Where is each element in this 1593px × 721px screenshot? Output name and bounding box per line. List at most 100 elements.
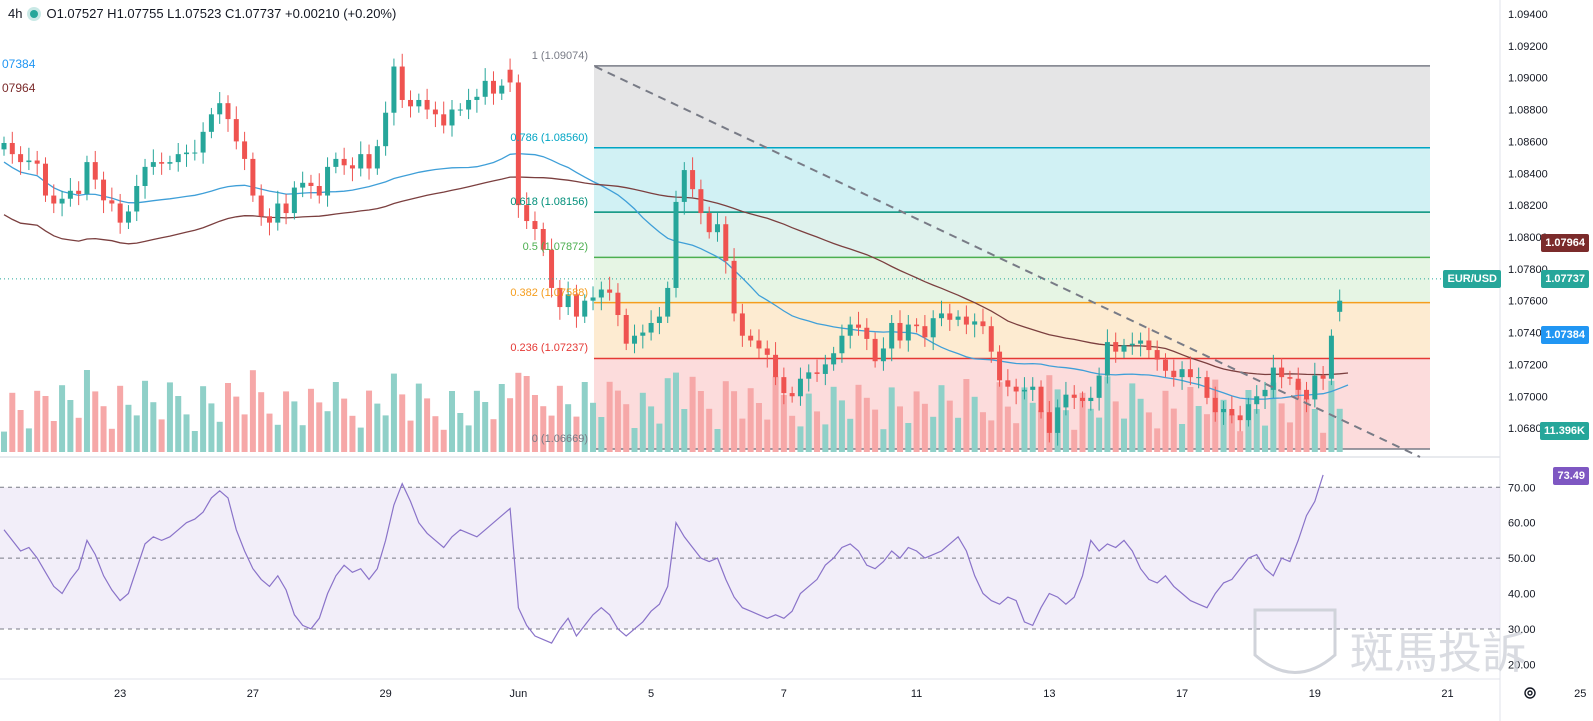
volume-bar (548, 415, 555, 452)
timeframe-label[interactable]: 4h (8, 6, 23, 21)
candle-body (773, 354, 779, 378)
time-tick-label: 17 (1176, 688, 1188, 700)
ma-dark-legend: 07964 (2, 81, 36, 95)
volume-bar (1129, 383, 1136, 452)
volume-bar (1270, 382, 1277, 452)
candle-body (1295, 378, 1301, 390)
candle-body (1254, 396, 1260, 405)
volume-bar (1328, 380, 1335, 452)
candle-body (656, 316, 662, 323)
volume-bar (581, 382, 588, 452)
candle-body (573, 294, 579, 317)
volume-bar (1021, 387, 1028, 452)
candle-body (557, 287, 563, 308)
volume-bar (432, 416, 439, 452)
candle-body (1337, 300, 1343, 312)
volume-bar (772, 376, 779, 452)
candle-body (880, 348, 886, 362)
price-tag: 1.07384 (1541, 326, 1589, 345)
candle-body (897, 322, 903, 341)
volume-bar (838, 400, 845, 452)
volume-bar (863, 397, 870, 452)
candle-body (623, 315, 629, 344)
candle-body (92, 162, 98, 180)
volume-bar (797, 426, 804, 452)
candle-body (316, 185, 322, 196)
candle-body (391, 66, 397, 113)
volume-bar (191, 431, 198, 452)
volume-bar (482, 402, 489, 452)
volume-bar (1187, 387, 1194, 452)
volume-bar (1029, 402, 1036, 452)
candle-body (756, 340, 762, 349)
fib-level-label: 0.5 (1.07872) (522, 241, 588, 254)
fib-level-label: 0.618 (1.08156) (510, 196, 588, 209)
time-tick-label: 13 (1043, 688, 1055, 700)
candle-body (275, 203, 281, 223)
volume-bar (515, 372, 522, 452)
candle-body (930, 318, 936, 338)
volume-bar (1286, 422, 1293, 452)
volume-bar (1038, 410, 1045, 452)
volume-bar (465, 425, 472, 452)
volume-bar (1203, 414, 1210, 452)
volume-bar (855, 384, 862, 452)
volume-bar (1121, 418, 1127, 452)
candle-body (333, 158, 339, 167)
volume-bar (1295, 381, 1302, 452)
time-tick-label: Jun (509, 688, 527, 700)
candle-body (383, 112, 389, 147)
volume-bar (382, 415, 389, 452)
volume-bar (1079, 392, 1086, 452)
price-tag: 1.07964 (1541, 233, 1589, 252)
candle-body (474, 96, 480, 100)
volume-bar (349, 415, 356, 452)
candle-body (1146, 340, 1152, 351)
candle-body (184, 152, 190, 155)
price-tick-label: 1.07400 (1508, 328, 1548, 340)
candle-body (408, 99, 414, 107)
volume-bar (175, 396, 182, 452)
volume-bar (449, 391, 455, 452)
volume-bar (1195, 406, 1202, 452)
volume-bar (747, 388, 754, 452)
candle-body (399, 66, 405, 100)
candle-body (167, 162, 173, 164)
price-tick-label: 1.06800 (1508, 423, 1548, 435)
volume-bar (158, 419, 165, 452)
candle-body (1005, 380, 1011, 387)
rsi-line (3, 474, 1324, 644)
volume-bar (714, 429, 721, 452)
fib-level-label: 0.236 (1.07237) (510, 342, 588, 355)
volume-bar (573, 416, 580, 452)
volume-bar (208, 403, 215, 452)
volume-bar (913, 391, 920, 452)
volume-bar (457, 413, 464, 452)
candle-body (1138, 340, 1144, 344)
volume-bar (988, 420, 995, 452)
price-tick-label: 1.07600 (1508, 296, 1548, 308)
volume-bar (266, 413, 273, 452)
candle-body (723, 224, 729, 261)
volume-bar (399, 394, 406, 452)
candle-body (839, 335, 845, 354)
fib-zone (594, 257, 1430, 303)
candle-body (1055, 407, 1061, 433)
volume-bar (1104, 376, 1111, 452)
candle-body (764, 348, 770, 355)
market-status-icon (30, 9, 39, 18)
volume-bar (307, 388, 314, 452)
price-tick-label: 1.07800 (1508, 264, 1548, 276)
volume-bar (631, 428, 638, 452)
candle-body (225, 103, 231, 120)
volume-bar (258, 392, 265, 452)
candle-body (1196, 377, 1202, 379)
volume-bar (9, 392, 16, 452)
volume-bar (731, 391, 738, 452)
volume-bar (332, 382, 339, 452)
volume-bar (1, 431, 7, 452)
volume-bar (1162, 390, 1169, 452)
gear-icon[interactable] (1523, 686, 1537, 700)
candle-body (1287, 377, 1293, 379)
